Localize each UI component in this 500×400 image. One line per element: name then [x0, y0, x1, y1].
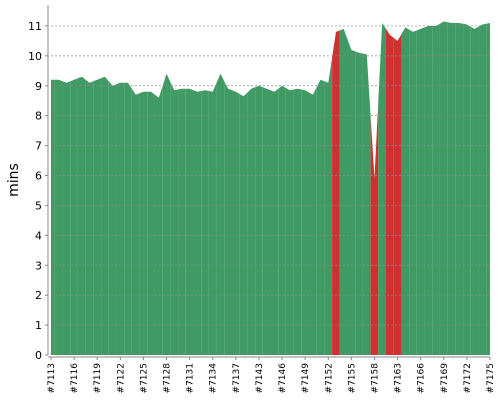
- area-segment: [54, 79, 63, 356]
- y-tick-label: 5: [35, 199, 42, 212]
- x-tick-label: #7125: [139, 363, 149, 393]
- area-segment: [239, 92, 248, 355]
- area-segment: [339, 28, 348, 356]
- x-tick-label: #7119: [93, 363, 103, 394]
- area-segment: [447, 22, 456, 355]
- area-segment: [455, 22, 464, 355]
- area-segment: [101, 76, 109, 356]
- area-segment: [124, 82, 132, 356]
- area-segment: [470, 26, 479, 355]
- area-segment: [378, 22, 387, 355]
- area-segment: [85, 79, 94, 356]
- x-tick-label: #7175: [486, 363, 496, 393]
- area-segment: [178, 88, 186, 355]
- y-tick-label: 11: [28, 20, 42, 33]
- y-tick-label: 3: [35, 259, 42, 272]
- y-axis-label: mins: [6, 163, 22, 197]
- x-tick-label: #7158: [370, 363, 380, 394]
- area-segment: [185, 88, 194, 355]
- x-tick-label: #7146: [278, 363, 288, 394]
- area-segment: [409, 29, 417, 356]
- area-segment: [285, 88, 294, 355]
- area-segment: [486, 22, 490, 355]
- x-tick-label: #7116: [70, 363, 80, 394]
- area-segment: [293, 88, 302, 355]
- area-segment: [77, 76, 86, 356]
- area-segment: [154, 85, 163, 356]
- area-segment: [424, 25, 433, 355]
- area-segment: [432, 23, 440, 355]
- area-segment: [193, 90, 202, 355]
- x-tick-label: #7149: [301, 363, 311, 394]
- x-tick-label: #7172: [463, 363, 473, 393]
- area-segment: [147, 91, 155, 355]
- x-tick-label: #7169: [440, 363, 450, 394]
- area-segment: [370, 100, 379, 355]
- area-segment: [332, 30, 340, 356]
- area-segment: [216, 73, 225, 356]
- x-tick-label: #7166: [417, 363, 427, 394]
- area-segment: [116, 82, 125, 356]
- area-segment: [478, 23, 487, 355]
- area-segment: [386, 28, 394, 356]
- area-segment: [62, 81, 71, 356]
- area-segment: [162, 73, 171, 356]
- area-segment: [170, 82, 179, 356]
- area-segment: [463, 23, 471, 355]
- area-segment: [355, 51, 363, 355]
- x-tick-label: #7128: [163, 363, 173, 394]
- x-tick-label: #7131: [186, 363, 196, 393]
- area-segment: [139, 91, 148, 355]
- area-segment: [278, 85, 286, 356]
- y-tick-label: 8: [35, 110, 42, 123]
- area-segment: [224, 81, 232, 356]
- y-tick-label: 6: [35, 170, 42, 183]
- x-tick-label: #7155: [347, 363, 357, 393]
- area-segment: [93, 78, 102, 356]
- area-segment: [347, 39, 356, 356]
- area-segment: [362, 53, 371, 355]
- area-segment: [439, 21, 448, 355]
- area-segment: [393, 34, 402, 356]
- area-segment: [247, 87, 256, 355]
- area-segment: [309, 87, 317, 355]
- area-segment: [51, 79, 55, 356]
- x-tick-label: #7143: [255, 363, 265, 393]
- y-tick-label: 4: [35, 229, 42, 242]
- area-segment: [316, 79, 325, 356]
- y-tick-label: 0: [35, 349, 42, 362]
- area-segment: [131, 88, 140, 355]
- area-segment: [270, 88, 279, 355]
- x-tick-label: #7137: [232, 363, 242, 393]
- x-tick-label: #7122: [116, 363, 126, 393]
- y-tick-label: 9: [35, 80, 42, 93]
- area-segment: [416, 27, 425, 355]
- area-segment: [231, 90, 240, 355]
- area-segment: [70, 78, 78, 356]
- y-tick-label: 7: [35, 140, 42, 153]
- area-segment: [324, 57, 333, 355]
- area-segment: [108, 81, 117, 356]
- y-tick-label: 10: [28, 50, 42, 63]
- y-tick-label: 1: [35, 319, 42, 332]
- area-segment: [401, 27, 410, 355]
- x-tick-label: #7163: [394, 363, 404, 393]
- area-segment: [208, 82, 217, 356]
- area-segment: [201, 90, 209, 355]
- y-tick-label: 2: [35, 289, 42, 302]
- x-tick-label: #7113: [47, 363, 57, 393]
- x-tick-label: #7134: [209, 363, 219, 394]
- x-tick-label: #7152: [324, 363, 334, 393]
- area-segment: [301, 89, 310, 355]
- area-segment: [255, 85, 263, 356]
- area-segment: [262, 87, 271, 355]
